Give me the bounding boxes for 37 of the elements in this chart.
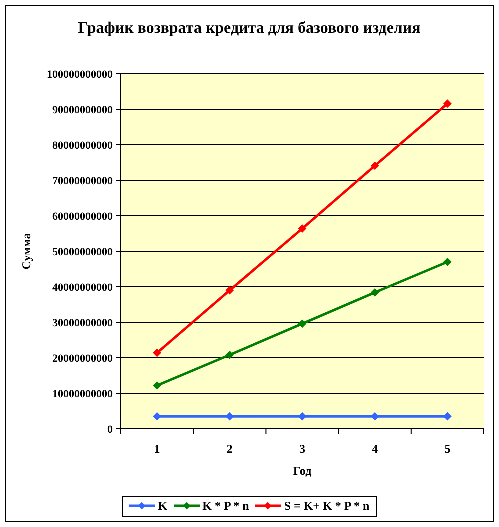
y-tick-label: 80000000000 <box>52 140 114 152</box>
y-tick-label: 0 <box>108 424 114 436</box>
x-tick-label: 4 <box>372 442 378 456</box>
point <box>298 412 306 421</box>
x-tick-label: 3 <box>300 442 306 456</box>
y-tick-label: 50000000000 <box>52 246 114 258</box>
point <box>153 349 162 358</box>
point <box>226 351 234 360</box>
y-tick-label: 100000000000 <box>47 68 114 81</box>
x-tick-label: 5 <box>444 442 451 456</box>
y-tick-label: 90000000000 <box>52 104 114 116</box>
point <box>226 286 234 295</box>
point <box>444 412 452 421</box>
y-tick-label: 20000000000 <box>52 352 114 365</box>
x-axis-title: Год <box>293 464 312 478</box>
point <box>371 288 380 297</box>
legend-label: S = K+ K * P * n <box>284 498 370 514</box>
point <box>153 382 162 390</box>
point <box>444 258 452 266</box>
y-tick-label: 60000000000 <box>52 210 114 223</box>
point <box>153 412 162 421</box>
point <box>226 412 234 421</box>
chart-title: График возврата кредита для базового изделия <box>77 20 422 38</box>
y-tick-label: 30000000000 <box>52 317 114 330</box>
y-axis-title: Сумма <box>19 233 34 270</box>
x-tick-label: 1 <box>154 442 160 456</box>
y-tick-label: 40000000000 <box>52 282 114 294</box>
point <box>444 100 452 108</box>
y-tick-label: 10000000000 <box>52 388 114 400</box>
y-tick-label: 70000000000 <box>52 175 114 188</box>
legend-label: K * P * n <box>202 498 250 514</box>
legend-label: K <box>158 498 168 514</box>
point <box>298 320 306 328</box>
point <box>298 224 306 233</box>
point <box>371 412 380 421</box>
point <box>371 162 380 170</box>
x-tick-label: 2 <box>226 442 233 456</box>
